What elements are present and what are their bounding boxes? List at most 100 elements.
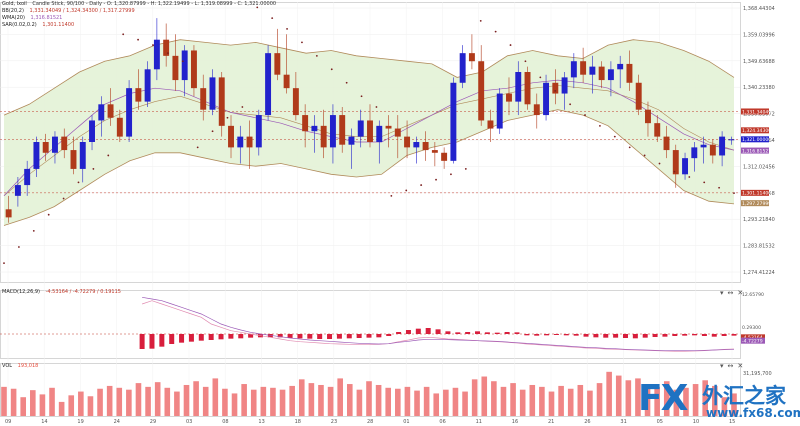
main-legend: Gold, Ixoil Candle Stick, 90/100 - Daily…	[2, 1, 276, 29]
vol-legend: VOL 193,018	[2, 363, 38, 370]
macd-histogram-bar	[524, 334, 530, 336]
candle-body	[237, 136, 244, 148]
volume-bar	[683, 387, 689, 416]
candle-body	[552, 82, 559, 94]
volume-bar	[327, 386, 334, 416]
vol-panel-controls[interactable]: ▾↔✕	[720, 362, 748, 370]
macd-histogram-bar	[731, 334, 737, 336]
macd-y-tick-label: 0.29300	[742, 325, 761, 331]
sar-dot	[584, 114, 586, 116]
volume-bar	[596, 383, 603, 416]
volume-bar	[58, 401, 65, 416]
candle-body	[589, 66, 596, 75]
macd-histogram-bar	[346, 334, 352, 339]
price-tag-box	[741, 189, 769, 196]
candle-body	[719, 136, 726, 156]
candle-body	[190, 50, 197, 89]
volume-bar	[174, 391, 180, 416]
price-tag-box	[741, 147, 769, 154]
macd-histogram-bar	[484, 332, 490, 334]
macd-histogram-bar	[692, 334, 698, 336]
x-tick-label: 29	[150, 419, 156, 425]
candle-body	[561, 77, 568, 94]
main-y-tick-label: 1,330.83072	[743, 112, 775, 118]
macd-histogram-bar	[642, 334, 648, 338]
main-y-tick-label: 1,340.23380	[743, 85, 775, 91]
candle-body	[181, 50, 188, 81]
volume-bar	[673, 389, 680, 416]
volume-bar	[78, 391, 84, 416]
macd-histogram-bar	[208, 334, 214, 340]
macd-histogram-bar	[366, 334, 372, 338]
macd-histogram-bar	[228, 334, 234, 339]
x-tick-label: 15	[729, 419, 735, 425]
macd-histogram-bar	[534, 334, 540, 336]
macd-histogram-bar	[514, 332, 520, 334]
volume-bar	[318, 384, 324, 416]
volume-bar	[346, 384, 353, 416]
macd-histogram-bar	[475, 331, 481, 334]
macd-histogram-bar	[563, 334, 569, 336]
volume-bar	[97, 388, 103, 416]
macd-legend-name: MACD(12,26,9)	[2, 289, 40, 295]
sar-dot	[17, 246, 20, 248]
candle-body	[348, 136, 355, 145]
candle-body	[339, 115, 346, 145]
macd-histogram-bar	[386, 334, 392, 336]
candle-body	[98, 104, 105, 121]
sar-dot	[77, 181, 80, 184]
sar-dot	[271, 17, 274, 20]
main-y-tick-label: 1,283.81532	[743, 244, 775, 250]
candle-body	[682, 158, 689, 175]
price-tag-box	[741, 200, 769, 207]
main-y-tick-label: 1,359.03996	[743, 32, 775, 38]
volume-bar	[145, 386, 151, 416]
volume-bar	[154, 382, 161, 416]
volume-bar	[702, 380, 708, 416]
volume-bar	[126, 389, 132, 416]
sar-dot	[539, 76, 542, 79]
sar-dot	[196, 146, 199, 149]
volume-bar	[548, 391, 555, 416]
sar-dot	[509, 44, 512, 46]
main-y-tick-label: 1,349.63688	[743, 59, 775, 65]
volume-bar	[510, 383, 516, 416]
sar-dot	[450, 173, 452, 176]
macd-histogram-bar	[593, 334, 599, 338]
macd-panel-controls[interactable]: ▾↔✕	[720, 289, 748, 297]
macd-histogram-bar	[553, 334, 559, 335]
macd-histogram-bar	[317, 334, 323, 339]
x-tick-label: 06	[439, 419, 445, 425]
x-tick-label: 18	[295, 419, 301, 425]
volume-bar	[164, 387, 171, 416]
sar-dot	[92, 168, 95, 170]
macd-histogram-bar	[435, 329, 441, 334]
sar-dot	[375, 106, 378, 108]
macd-histogram-bar	[179, 334, 185, 343]
volume-bar	[462, 391, 468, 416]
volume-bar	[250, 389, 257, 416]
price-tag-label: 1,321.00000	[742, 137, 771, 143]
sar-dot	[181, 60, 184, 63]
x-tick-label: 03	[186, 419, 192, 425]
candle-body	[543, 82, 550, 116]
candle-body	[274, 53, 281, 75]
sar-dot	[137, 38, 139, 41]
sar-dot	[405, 189, 408, 192]
volume-bar	[587, 390, 593, 416]
volume-bar	[10, 388, 17, 416]
volume-bar	[193, 381, 199, 416]
volume-bar	[116, 387, 123, 416]
candle-body	[79, 142, 86, 169]
volume-bar	[106, 385, 113, 416]
candle-body	[404, 136, 411, 148]
volume-bar	[654, 386, 660, 416]
macd-value-tag	[741, 334, 765, 341]
price-tag-label: 1,324.34300	[742, 128, 771, 134]
candle-body	[89, 120, 95, 142]
volume-bar	[289, 385, 295, 416]
volume-bar	[260, 386, 267, 416]
candle-body	[515, 72, 522, 102]
volume-bar	[241, 384, 247, 416]
sar-dot	[524, 60, 527, 63]
